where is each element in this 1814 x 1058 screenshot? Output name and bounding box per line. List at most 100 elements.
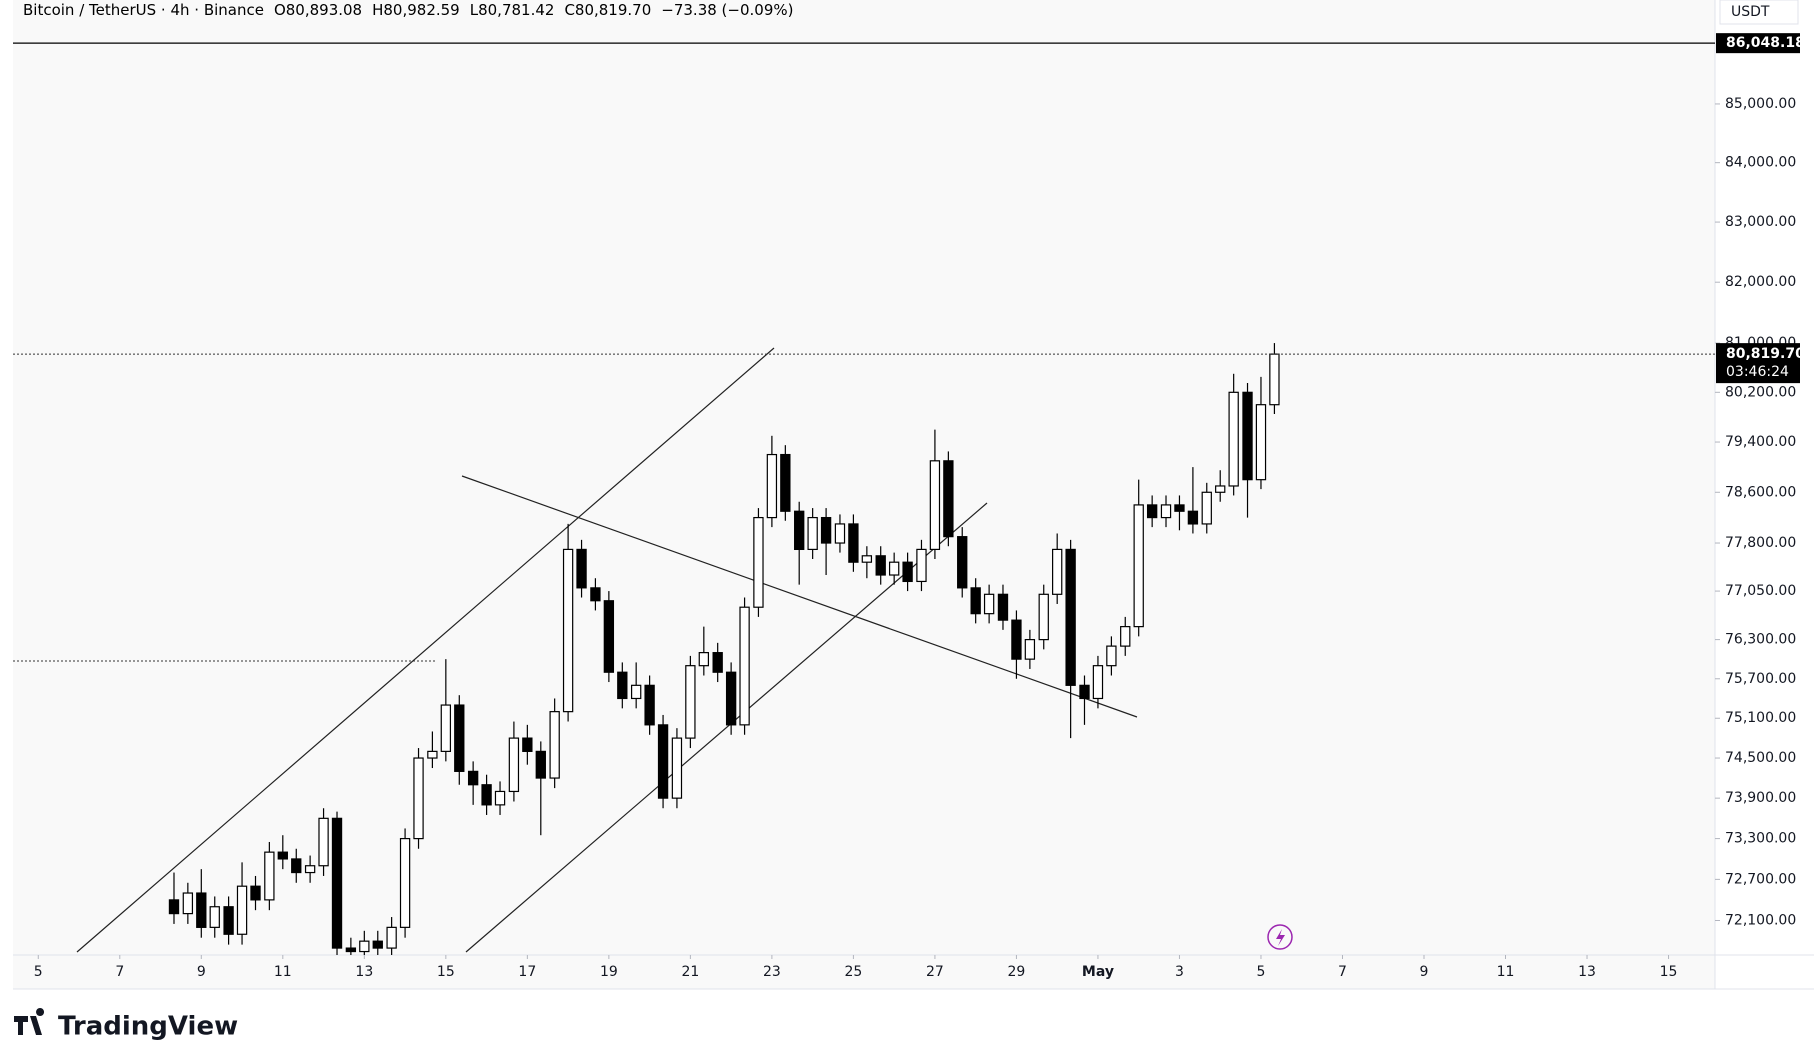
candle-body xyxy=(712,652,723,673)
candle-body xyxy=(1174,504,1185,512)
last-price-badge xyxy=(1716,343,1800,384)
high-level-badge xyxy=(1716,33,1800,54)
ohlc: H80,982.59 xyxy=(372,1,460,19)
event-icon[interactable] xyxy=(1267,924,1293,950)
ohlc: L80,781.42 xyxy=(469,1,555,19)
candle-body xyxy=(494,790,506,806)
candle-body xyxy=(617,671,628,700)
candle-body xyxy=(848,523,859,563)
candle-body xyxy=(725,671,737,726)
candle-body xyxy=(236,885,248,935)
lightning xyxy=(1276,929,1285,946)
x-tick-label: 13 xyxy=(355,964,373,980)
candle-body xyxy=(331,817,343,949)
y-tick-label: 78,600.00 xyxy=(1725,484,1796,500)
candle-body xyxy=(1024,639,1036,660)
plot-background xyxy=(13,0,1715,989)
candle-body xyxy=(372,940,383,949)
candles xyxy=(168,343,1280,955)
x-tick-label: 19 xyxy=(600,964,618,980)
candle-body xyxy=(250,885,261,901)
trend-line xyxy=(76,347,775,953)
x-tick-label: 23 xyxy=(763,964,781,980)
y-tick-label: 77,050.00 xyxy=(1725,583,1796,599)
x-tick-label: 9 xyxy=(1420,964,1429,980)
candle-body xyxy=(304,865,316,874)
x-tick-label: 3 xyxy=(1175,964,1184,980)
candle-body xyxy=(644,684,655,726)
symbol-title[interactable]: Bitcoin / TetherUS · 4h · Binance xyxy=(23,1,264,19)
candle-body xyxy=(875,555,886,576)
candle-body xyxy=(1106,645,1117,667)
candle-body xyxy=(983,593,995,615)
y-tick-label: 73,300.00 xyxy=(1725,831,1796,847)
candle-body xyxy=(481,784,492,806)
candle-body xyxy=(820,516,832,544)
x-tick-label: 13 xyxy=(1578,964,1596,980)
y-tick-label: 74,500.00 xyxy=(1725,750,1796,766)
candle-body xyxy=(1092,665,1104,700)
candle-body xyxy=(359,940,370,953)
candle-body xyxy=(549,711,560,779)
x-tick-label: 17 xyxy=(518,964,536,980)
candle-body xyxy=(223,906,234,935)
candle-body xyxy=(943,460,954,538)
candle-body xyxy=(603,600,615,673)
candle-body xyxy=(1255,404,1267,481)
candle-body xyxy=(834,523,846,544)
candle-body xyxy=(766,453,778,519)
candle-body xyxy=(318,817,329,867)
candle-body xyxy=(1133,504,1144,628)
candle-body xyxy=(535,750,546,779)
candle-body xyxy=(1120,626,1131,647)
candle-body xyxy=(264,851,275,901)
x-tick-label: 11 xyxy=(274,964,292,980)
candle-body xyxy=(1269,353,1280,406)
trend-line xyxy=(465,502,988,953)
y-tick-label: 75,100.00 xyxy=(1725,710,1796,726)
trend-line xyxy=(461,475,1138,718)
currency-box[interactable] xyxy=(1719,0,1799,25)
y-tick-label: 72,100.00 xyxy=(1725,912,1796,928)
candle-body xyxy=(630,684,642,700)
candle-body xyxy=(1160,504,1172,519)
candle-body xyxy=(508,737,520,793)
candle-body xyxy=(399,837,411,928)
candle-body xyxy=(1201,491,1212,525)
candle-body xyxy=(780,453,791,512)
y-tick-label: 73,900.00 xyxy=(1725,790,1796,806)
candle-body xyxy=(277,851,288,860)
candle-body xyxy=(1242,391,1253,481)
candle-body xyxy=(345,947,357,953)
candle-body xyxy=(576,548,587,589)
candle-body xyxy=(522,737,533,752)
y-tick-label: 75,700.00 xyxy=(1725,671,1796,687)
candle-body xyxy=(1011,619,1022,660)
candle-body xyxy=(467,770,479,786)
y-tick-label: 84,000.00 xyxy=(1725,155,1796,171)
candle-body xyxy=(1079,684,1090,700)
y-tick-label: 80,200.00 xyxy=(1725,384,1796,400)
candle-body xyxy=(929,460,941,551)
x-tick-label: May xyxy=(1082,964,1114,980)
y-tick-label: 79,400.00 xyxy=(1725,434,1796,450)
candle-body xyxy=(916,548,927,583)
candle-body xyxy=(698,652,709,667)
candle-body xyxy=(657,724,669,799)
candle-body xyxy=(562,548,574,713)
candle-body xyxy=(807,516,818,551)
candle-body xyxy=(1187,510,1199,525)
candle-body xyxy=(902,561,913,583)
candle-body xyxy=(1052,548,1063,595)
candle-body xyxy=(888,561,900,576)
candle-body xyxy=(386,926,397,949)
candle-body xyxy=(957,536,968,589)
x-tick-label: 15 xyxy=(1660,964,1678,980)
x-tick-label: 27 xyxy=(926,964,944,980)
candle-body xyxy=(1146,504,1158,519)
y-tick-label: 72,700.00 xyxy=(1725,871,1796,887)
x-tick-label: 9 xyxy=(197,964,206,980)
candle-body xyxy=(209,906,220,928)
